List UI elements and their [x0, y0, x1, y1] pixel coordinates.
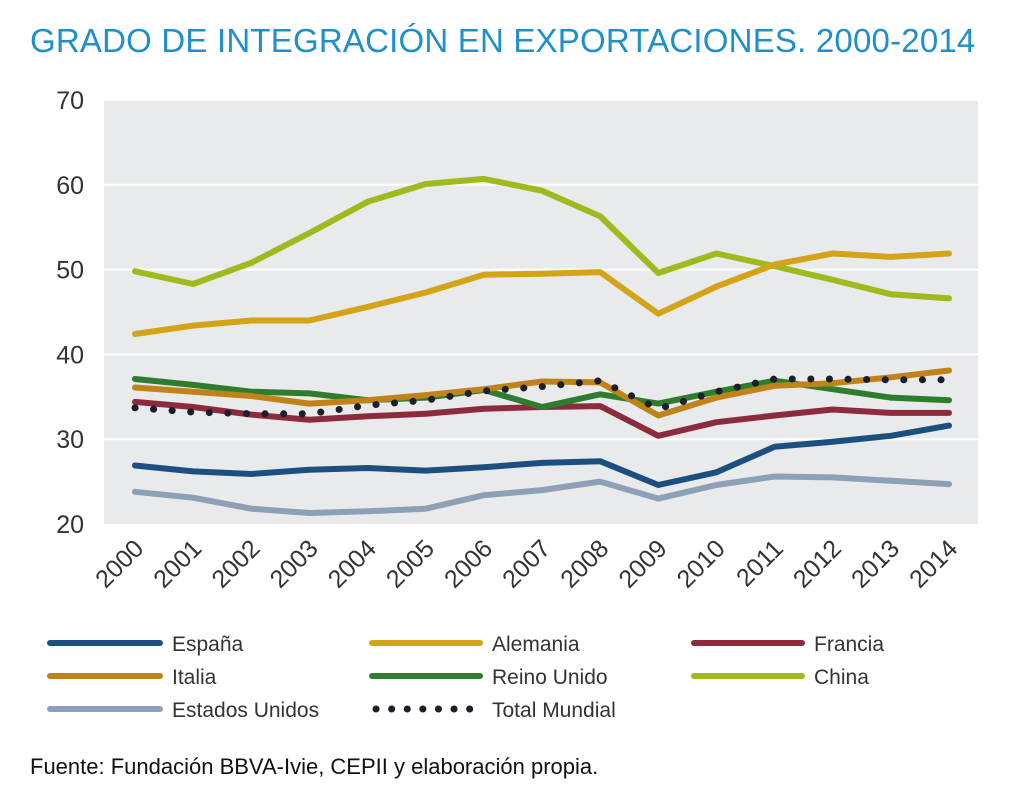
x-tick-label: 2012 [788, 534, 847, 593]
legend-label-china: China [814, 666, 869, 689]
y-tick-label: 70 [56, 87, 84, 115]
x-tick-label: 2008 [555, 534, 614, 593]
x-tick-label: 2013 [846, 534, 905, 593]
x-tick-label: 2000 [90, 534, 149, 593]
plot-background [104, 100, 978, 524]
x-tick-label: 2005 [381, 534, 440, 593]
x-tick-label: 2004 [323, 534, 382, 593]
series-line-estados-unidos [132, 473, 952, 516]
series-lines [131, 175, 953, 516]
series-line-total-mundial [131, 375, 953, 418]
x-tick-label: 2002 [206, 534, 265, 593]
x-tick-label: 2009 [613, 534, 672, 593]
x-tick-label: 2007 [497, 534, 556, 593]
series-line-china [132, 175, 952, 302]
legend-label-total-mundial: Total Mundial [492, 699, 616, 722]
legend-label-francia: Francia [814, 633, 884, 656]
x-tick-label: 2003 [265, 534, 324, 593]
legend-label-reino-unido: Reino Unido [492, 666, 608, 689]
y-tick-label: 30 [56, 426, 84, 454]
x-tick-label: 2011 [731, 534, 789, 592]
gridlines [104, 99, 978, 441]
legend-label-espana: España [172, 633, 244, 656]
y-tick-label: 60 [56, 172, 84, 200]
source-note: Fuente: Fundación BBVA-Ivie, CEPII y ela… [30, 754, 599, 779]
legend: España Alemania Francia Italia Reino Unido Ch… [47, 633, 884, 722]
y-tick-label: 40 [56, 341, 84, 369]
y-tick-label: 20 [56, 511, 84, 539]
x-tick-label: 2010 [672, 534, 731, 593]
x-tick-label: 2001 [148, 534, 207, 593]
y-tick-label: 50 [56, 257, 84, 285]
legend-label-estados-unidos: Estados Unidos [172, 699, 319, 722]
x-tick-label: 2014 [904, 534, 963, 593]
chart-title: GRADO DE INTEGRACIÓN EN EXPORTACIONES. 2… [30, 22, 976, 59]
series-line-italia [132, 367, 952, 419]
y-axis-ticks: 20 30 40 50 60 70 [56, 87, 84, 539]
series-line-espana [132, 422, 952, 488]
x-tick-label: 2006 [439, 534, 498, 593]
legend-label-alemania: Alemania [492, 633, 580, 656]
series-line-alemania [132, 250, 952, 337]
x-axis-ticks: 2000 2001 2002 2003 2004 2005 2006 2007 2008 2009… [90, 534, 963, 593]
legend-label-italia: Italia [172, 666, 217, 689]
